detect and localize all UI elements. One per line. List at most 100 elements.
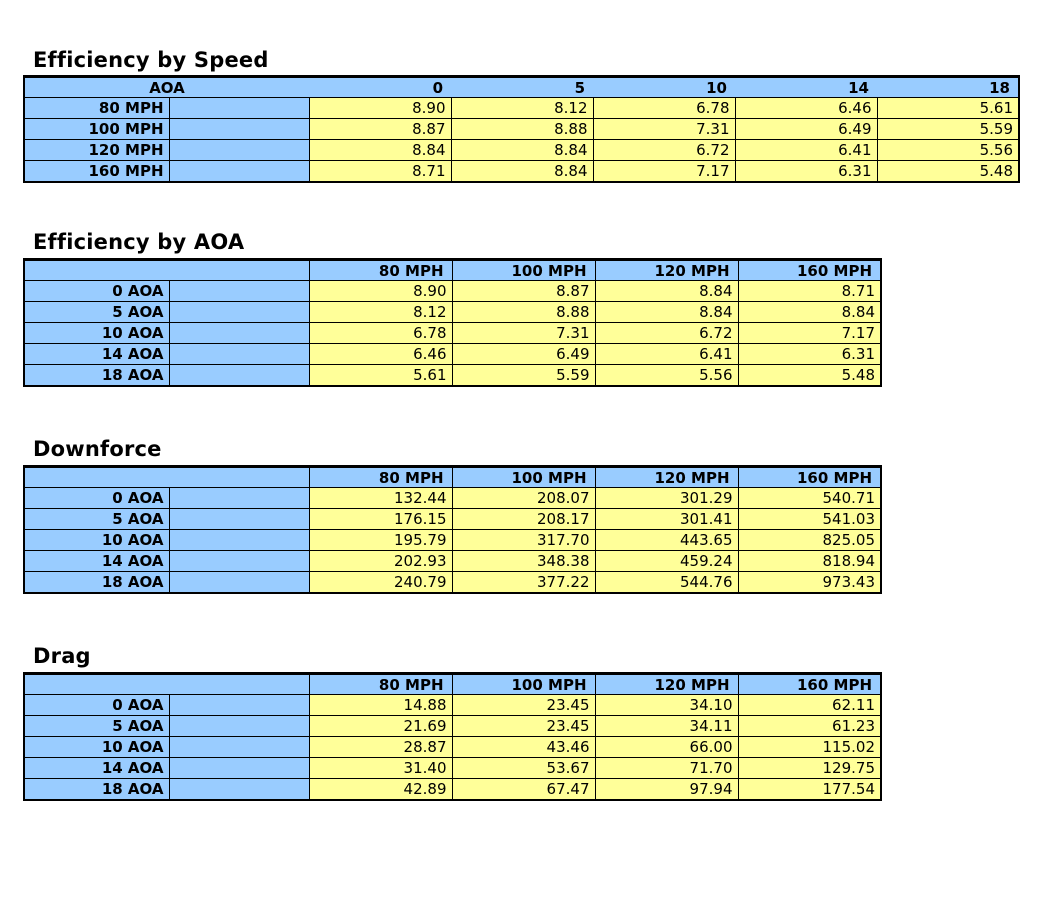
row-label-cell[interactable]: 100 MPH — [23, 118, 170, 140]
row-label-cell[interactable]: 14 AOA — [23, 550, 170, 572]
value-cell[interactable]: 825.05 — [737, 529, 882, 551]
row-label-cell[interactable]: 0 AOA — [23, 694, 170, 716]
value-cell[interactable]: 97.94 — [594, 778, 739, 800]
value-cell[interactable]: 7.31 — [451, 322, 596, 344]
column-header-cell[interactable]: 80 MPH — [308, 466, 453, 488]
value-cell[interactable]: 129.75 — [737, 757, 882, 779]
value-cell[interactable]: 8.87 — [451, 280, 596, 302]
value-cell[interactable]: 8.71 — [308, 160, 452, 182]
row-label-cell[interactable]: 18 AOA — [23, 571, 170, 593]
value-cell[interactable]: 115.02 — [737, 736, 882, 758]
value-cell[interactable]: 240.79 — [308, 571, 453, 593]
value-cell[interactable]: 42.89 — [308, 778, 453, 800]
value-cell[interactable]: 5.61 — [876, 97, 1020, 119]
value-cell[interactable]: 6.41 — [734, 139, 878, 161]
value-cell[interactable]: 459.24 — [594, 550, 739, 572]
spacer-cell[interactable] — [168, 508, 310, 530]
value-cell[interactable]: 6.31 — [737, 343, 882, 365]
column-header-cell[interactable]: 0 — [309, 76, 452, 98]
row-label-cell[interactable]: 0 AOA — [23, 487, 170, 509]
spacer-cell[interactable] — [168, 715, 310, 737]
column-header-cell[interactable]: 100 MPH — [451, 259, 596, 281]
value-cell[interactable]: 62.11 — [737, 694, 882, 716]
value-cell[interactable]: 43.46 — [451, 736, 596, 758]
value-cell[interactable]: 177.54 — [737, 778, 882, 800]
row-label-cell[interactable]: 80 MPH — [23, 97, 170, 119]
spacer-cell[interactable] — [168, 139, 310, 161]
value-cell[interactable]: 5.59 — [451, 364, 596, 386]
value-cell[interactable]: 973.43 — [737, 571, 882, 593]
value-cell[interactable]: 31.40 — [308, 757, 453, 779]
value-cell[interactable]: 8.84 — [594, 301, 739, 323]
value-cell[interactable]: 348.38 — [451, 550, 596, 572]
spacer-cell[interactable] — [168, 487, 310, 509]
value-cell[interactable]: 8.12 — [450, 97, 594, 119]
row-label-cell[interactable]: 120 MPH — [23, 139, 170, 161]
value-cell[interactable]: 8.88 — [451, 301, 596, 323]
value-cell[interactable]: 5.56 — [876, 139, 1020, 161]
value-cell[interactable]: 23.45 — [451, 715, 596, 737]
value-cell[interactable]: 7.31 — [592, 118, 736, 140]
value-cell[interactable]: 8.84 — [450, 139, 594, 161]
value-cell[interactable]: 8.87 — [308, 118, 452, 140]
row-label-cell[interactable]: 0 AOA — [23, 280, 170, 302]
value-cell[interactable]: 176.15 — [308, 508, 453, 530]
value-cell[interactable]: 5.56 — [594, 364, 739, 386]
column-header-cell[interactable]: 14 — [735, 76, 878, 98]
value-cell[interactable]: 5.59 — [876, 118, 1020, 140]
value-cell[interactable]: 8.84 — [308, 139, 452, 161]
column-header-cell[interactable]: 100 MPH — [451, 466, 596, 488]
value-cell[interactable]: 66.00 — [594, 736, 739, 758]
value-cell[interactable]: 5.48 — [876, 160, 1020, 182]
value-cell[interactable]: 8.90 — [308, 97, 452, 119]
column-header-cell[interactable]: 160 MPH — [737, 673, 882, 695]
value-cell[interactable]: 6.72 — [594, 322, 739, 344]
value-cell[interactable]: 21.69 — [308, 715, 453, 737]
value-cell[interactable]: 8.84 — [737, 301, 882, 323]
row-label-cell[interactable]: 160 MPH — [23, 160, 170, 182]
value-cell[interactable]: 6.49 — [734, 118, 878, 140]
column-header-cell[interactable]: 160 MPH — [737, 466, 882, 488]
value-cell[interactable]: 202.93 — [308, 550, 453, 572]
spacer-cell[interactable] — [168, 778, 310, 800]
spacer-cell[interactable] — [168, 160, 310, 182]
corner-header-cell[interactable] — [23, 466, 310, 488]
value-cell[interactable]: 7.17 — [592, 160, 736, 182]
value-cell[interactable]: 53.67 — [451, 757, 596, 779]
value-cell[interactable]: 6.41 — [594, 343, 739, 365]
value-cell[interactable]: 6.46 — [734, 97, 878, 119]
value-cell[interactable]: 544.76 — [594, 571, 739, 593]
value-cell[interactable]: 6.31 — [734, 160, 878, 182]
value-cell[interactable]: 6.78 — [308, 322, 453, 344]
column-header-cell[interactable]: 160 MPH — [737, 259, 882, 281]
value-cell[interactable]: 34.11 — [594, 715, 739, 737]
column-header-cell[interactable]: 120 MPH — [594, 466, 739, 488]
value-cell[interactable]: 8.88 — [450, 118, 594, 140]
value-cell[interactable]: 6.78 — [592, 97, 736, 119]
column-header-cell[interactable]: 10 — [593, 76, 736, 98]
value-cell[interactable]: 818.94 — [737, 550, 882, 572]
row-label-cell[interactable]: 10 AOA — [23, 322, 170, 344]
spacer-cell[interactable] — [168, 529, 310, 551]
spacer-cell[interactable] — [168, 301, 310, 323]
value-cell[interactable]: 6.46 — [308, 343, 453, 365]
value-cell[interactable]: 8.12 — [308, 301, 453, 323]
value-cell[interactable]: 5.48 — [737, 364, 882, 386]
spacer-cell[interactable] — [168, 118, 310, 140]
value-cell[interactable]: 5.61 — [308, 364, 453, 386]
row-label-cell[interactable]: 10 AOA — [23, 736, 170, 758]
column-header-cell[interactable]: 5 — [451, 76, 594, 98]
row-label-cell[interactable]: 14 AOA — [23, 343, 170, 365]
value-cell[interactable]: 6.72 — [592, 139, 736, 161]
spacer-cell[interactable] — [168, 97, 310, 119]
value-cell[interactable]: 208.17 — [451, 508, 596, 530]
value-cell[interactable]: 8.84 — [450, 160, 594, 182]
spacer-cell[interactable] — [168, 694, 310, 716]
value-cell[interactable]: 195.79 — [308, 529, 453, 551]
row-label-cell[interactable]: 18 AOA — [23, 778, 170, 800]
value-cell[interactable]: 61.23 — [737, 715, 882, 737]
value-cell[interactable]: 377.22 — [451, 571, 596, 593]
column-header-cell[interactable]: 120 MPH — [594, 673, 739, 695]
corner-header-cell[interactable] — [23, 259, 310, 281]
value-cell[interactable]: 208.07 — [451, 487, 596, 509]
